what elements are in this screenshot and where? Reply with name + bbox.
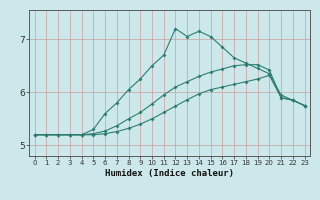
X-axis label: Humidex (Indice chaleur): Humidex (Indice chaleur): [105, 169, 234, 178]
